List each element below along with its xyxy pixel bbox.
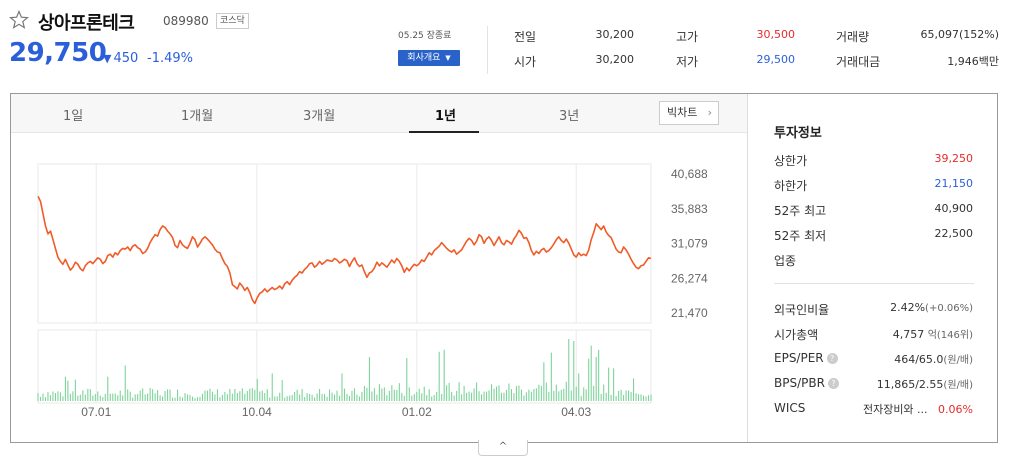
summary-divider xyxy=(487,26,488,74)
market-badge: 코스닥 xyxy=(216,13,249,29)
market-cap-label: 시가총액 xyxy=(774,328,819,342)
week52-low-value: 22,500 xyxy=(934,227,974,240)
eps-per-value: 464/65.0 xyxy=(894,353,944,366)
high-value: 30,500 xyxy=(756,28,796,41)
tab-1-year[interactable]: 1년 xyxy=(435,109,457,124)
down-triangle-icon: ▼ xyxy=(103,52,112,65)
low-label: 저가 xyxy=(676,55,699,69)
high-label: 고가 xyxy=(676,30,699,44)
week52-high-value: 40,900 xyxy=(934,202,974,215)
market-cap-value: 4,757 xyxy=(892,328,925,341)
star-icon[interactable] xyxy=(9,10,29,30)
eps-per-label: EPS/PER? xyxy=(774,351,838,365)
y-tick-label: 35,883 xyxy=(671,202,708,216)
bps-pbr-value: 11,865/2.55 xyxy=(876,378,944,391)
price-line xyxy=(37,195,652,305)
tab-3-year[interactable]: 3년 xyxy=(559,109,580,124)
low-value: 29,500 xyxy=(756,53,796,66)
chevron-right-icon: › xyxy=(707,106,712,119)
trade-amount-value: 1,946백만 xyxy=(947,55,999,68)
company-overview-label: 회사개요 xyxy=(407,53,441,63)
bps-pbr: 11,865/2.55(원/배) xyxy=(877,376,973,391)
volume-label: 거래량 xyxy=(836,30,870,44)
tab-1-month[interactable]: 1개월 xyxy=(181,109,214,124)
price-change-value: 450 xyxy=(113,51,139,66)
wics-sector-value: 전자장비와 ... xyxy=(862,403,928,416)
lower-limit-value: 21,150 xyxy=(934,177,974,190)
foreign-ratio-value: 2.42% xyxy=(890,301,926,314)
wics-change: 0.06% xyxy=(938,403,973,416)
wics-label: WICS xyxy=(774,401,806,415)
upper-limit-value: 39,250 xyxy=(934,152,974,165)
foreign-ratio: 2.42%(+0.06%) xyxy=(890,301,973,314)
help-icon[interactable]: ? xyxy=(827,378,839,389)
tab-3-month[interactable]: 3개월 xyxy=(303,109,336,124)
upper-limit-label: 상한가 xyxy=(774,154,808,168)
foreign-ratio-label: 외국인비율 xyxy=(774,303,830,317)
tab-1-day[interactable]: 1일 xyxy=(63,109,84,124)
price-plot-frame xyxy=(37,163,652,324)
side-divider xyxy=(774,283,974,284)
trade-amount-label: 거래대금 xyxy=(836,55,881,69)
volume-value: 65,097(152%) xyxy=(920,28,999,41)
volume-plot-frame xyxy=(37,329,652,404)
wics[interactable]: 전자장비와 ... 0.06% xyxy=(863,401,973,417)
eps-per: 464/65.0(원/배) xyxy=(894,351,973,366)
open-value: 30,200 xyxy=(595,53,635,66)
price-chart[interactable]: 07.01 10.04 01.02 04.03 40,688 35,883 31,079 26… xyxy=(11,133,747,442)
sector-label: 업종 xyxy=(774,254,797,268)
stock-name: 상아프론테크 xyxy=(38,13,135,34)
foreign-ratio-change: (+0.06%) xyxy=(925,303,973,314)
lower-limit-label: 하한가 xyxy=(774,179,808,193)
market-cap: 4,757 억(146위) xyxy=(893,326,973,341)
stock-code: 089980 xyxy=(163,14,209,28)
help-icon[interactable]: ? xyxy=(826,353,838,364)
open-label: 시가 xyxy=(514,55,537,69)
eps-per-label-text: EPS/PER xyxy=(774,351,824,365)
eps-per-unit: (원/배) xyxy=(943,355,973,366)
market-cap-unit: 억(146위) xyxy=(927,330,973,341)
week52-high-label: 52주 최고 xyxy=(774,204,827,218)
price-change-rate: -1.49% xyxy=(147,51,193,66)
x-tick-label: 04.03 xyxy=(561,405,591,419)
dropdown-caret-icon: ▼ xyxy=(445,54,451,62)
active-tab-indicator xyxy=(409,131,479,133)
week52-low-label: 52주 최저 xyxy=(774,229,827,243)
period-tabs: 1일 1개월 3개월 1년 3년 빅차트 › xyxy=(11,94,747,133)
bps-pbr-label-text: BPS/PBR xyxy=(774,376,825,390)
x-tick-label: 07.01 xyxy=(81,405,111,419)
bps-pbr-unit: (원/배) xyxy=(943,380,973,391)
market-close-date: 05.25 장종료 xyxy=(398,31,452,41)
big-chart-button[interactable]: 빅차트 › xyxy=(659,101,719,125)
y-tick-label: 31,079 xyxy=(671,237,708,251)
y-tick-label: 26,274 xyxy=(671,271,708,285)
y-tick-label: 21,470 xyxy=(671,306,708,320)
x-tick-label: 01.02 xyxy=(402,405,432,419)
company-overview-button[interactable]: 회사개요 ▼ xyxy=(398,50,460,66)
investment-info-title: 투자정보 xyxy=(774,126,822,141)
big-chart-label: 빅차트 xyxy=(667,106,698,119)
x-tick-label: 10.04 xyxy=(242,405,272,419)
y-tick-label: 40,688 xyxy=(671,167,708,181)
current-price: 29,750 xyxy=(9,38,107,68)
panel-divider xyxy=(747,94,748,442)
chart-panel: 1일 1개월 3개월 1년 3년 빅차트 › 07.01 10.04 01.02 04… xyxy=(10,93,998,443)
bps-pbr-label: BPS/PBR? xyxy=(774,376,839,390)
price-change: ▼ 450 xyxy=(103,51,138,66)
prev-close-label: 전일 xyxy=(514,30,537,44)
prev-close-value: 30,200 xyxy=(595,28,635,41)
collapse-button[interactable]: ^ xyxy=(478,440,528,456)
chevron-up-icon: ^ xyxy=(498,441,508,452)
